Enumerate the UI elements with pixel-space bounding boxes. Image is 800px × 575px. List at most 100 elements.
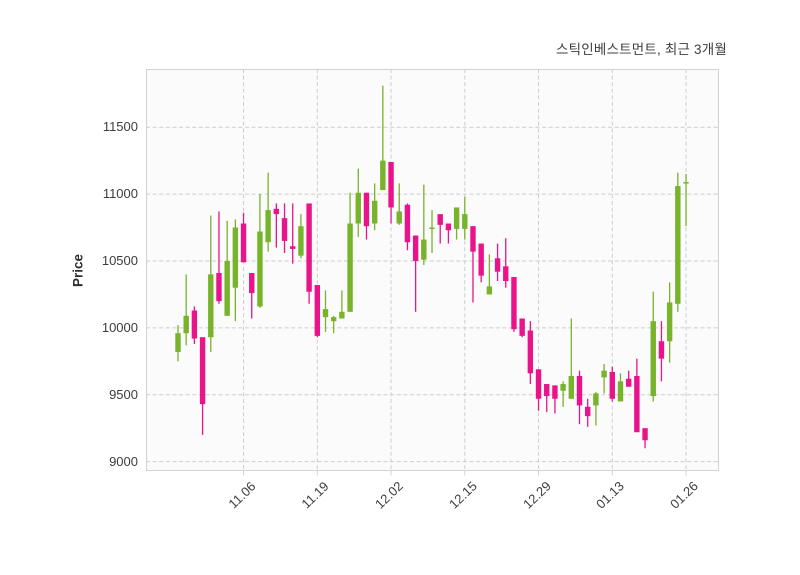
candle-23 bbox=[363, 192, 370, 240]
candle-wick bbox=[554, 385, 556, 414]
candle-18 bbox=[322, 290, 329, 332]
candle-36 bbox=[470, 226, 476, 303]
candle-body bbox=[634, 376, 640, 433]
candle-40 bbox=[503, 238, 509, 288]
candle-19 bbox=[330, 315, 337, 334]
candle-body bbox=[363, 192, 370, 227]
candle-7 bbox=[232, 219, 239, 322]
candle-56 bbox=[634, 358, 640, 433]
candle-3 bbox=[199, 337, 206, 435]
candle-body bbox=[257, 231, 263, 307]
candle-body bbox=[396, 211, 402, 224]
candle-body bbox=[322, 309, 329, 318]
y-tick-label: 11500 bbox=[102, 119, 138, 135]
candle-41 bbox=[511, 277, 517, 332]
candle-33 bbox=[445, 223, 452, 244]
candle-body bbox=[290, 246, 296, 249]
candle-43 bbox=[527, 321, 534, 385]
candle-wick bbox=[431, 210, 433, 253]
candle-11 bbox=[265, 172, 271, 252]
candle-wick bbox=[447, 223, 450, 244]
candle-42 bbox=[519, 318, 525, 338]
candle-9 bbox=[249, 273, 255, 319]
candle-body bbox=[208, 274, 214, 338]
candle-body bbox=[412, 235, 419, 261]
candle-4 bbox=[208, 215, 214, 352]
candle-wick bbox=[603, 363, 605, 394]
plot-border bbox=[146, 69, 719, 471]
candle-60 bbox=[666, 282, 673, 363]
candle-8 bbox=[240, 212, 247, 263]
gridlines bbox=[146, 69, 719, 471]
candle-15 bbox=[298, 214, 304, 259]
candlesticks bbox=[175, 85, 689, 449]
candlestick-plot-area bbox=[146, 69, 719, 476]
candle-body bbox=[175, 333, 181, 352]
candle-wick bbox=[562, 381, 564, 407]
candle-body bbox=[429, 227, 435, 230]
candle-13 bbox=[281, 203, 288, 253]
candle-45 bbox=[544, 384, 550, 413]
candle-10 bbox=[257, 194, 263, 308]
y-tick-label: 11000 bbox=[102, 186, 138, 202]
candle-body bbox=[265, 210, 271, 243]
candle-35 bbox=[462, 196, 468, 240]
candle-39 bbox=[494, 243, 501, 282]
candle-21 bbox=[347, 192, 353, 312]
candle-53 bbox=[609, 366, 615, 402]
candle-31 bbox=[429, 210, 435, 253]
candle-5 bbox=[216, 211, 222, 304]
candle-body bbox=[511, 277, 517, 330]
candle-body bbox=[380, 160, 386, 191]
candle-12 bbox=[273, 203, 280, 248]
candle-29 bbox=[412, 235, 419, 312]
candle-body bbox=[585, 406, 591, 417]
y-tick-label: 9500 bbox=[109, 386, 138, 402]
candle-body bbox=[183, 315, 189, 334]
candle-body bbox=[486, 286, 493, 295]
candle-body bbox=[339, 311, 345, 319]
candle-body bbox=[503, 266, 509, 282]
candle-wick bbox=[423, 184, 425, 265]
candle-body bbox=[560, 384, 566, 391]
candle-16 bbox=[306, 203, 312, 304]
candle-38 bbox=[486, 254, 493, 295]
candle-wick bbox=[275, 203, 277, 248]
candle-46 bbox=[552, 385, 558, 414]
candle-54 bbox=[617, 373, 624, 402]
candle-body bbox=[494, 258, 501, 272]
candle-47 bbox=[560, 381, 566, 407]
candle-59 bbox=[658, 321, 665, 382]
candle-body bbox=[314, 285, 320, 336]
candle-17 bbox=[314, 285, 320, 338]
candle-body bbox=[306, 203, 312, 292]
candle-wick bbox=[398, 183, 400, 225]
candle-32 bbox=[437, 214, 443, 244]
candle-wick bbox=[546, 384, 548, 413]
x-tick-label: 01.13 bbox=[593, 478, 628, 512]
candle-44 bbox=[535, 369, 542, 411]
chart-title: 스틱인베스트먼트, 최근 3개월 bbox=[556, 42, 727, 57]
x-tick-label: 12.15 bbox=[445, 478, 480, 512]
candle-30 bbox=[421, 184, 427, 265]
candle-body bbox=[445, 223, 452, 231]
candle-wick bbox=[218, 211, 220, 304]
candle-wick bbox=[488, 254, 491, 295]
candle-wick bbox=[570, 318, 572, 399]
candle-body bbox=[601, 370, 607, 378]
candle-body bbox=[568, 376, 575, 399]
candle-body bbox=[330, 317, 337, 322]
candle-wick bbox=[185, 274, 187, 346]
candle-body bbox=[527, 330, 534, 374]
candle-wick bbox=[472, 226, 474, 303]
candle-body bbox=[470, 226, 476, 252]
candle-37 bbox=[478, 243, 484, 283]
candle-body bbox=[552, 385, 558, 399]
x-tick-label: 12.02 bbox=[372, 478, 406, 512]
candle-55 bbox=[625, 370, 632, 387]
candle-51 bbox=[593, 392, 599, 426]
candle-wick bbox=[292, 203, 294, 264]
plot-background bbox=[146, 69, 719, 471]
candle-25 bbox=[380, 85, 386, 191]
candle-body bbox=[347, 223, 353, 312]
